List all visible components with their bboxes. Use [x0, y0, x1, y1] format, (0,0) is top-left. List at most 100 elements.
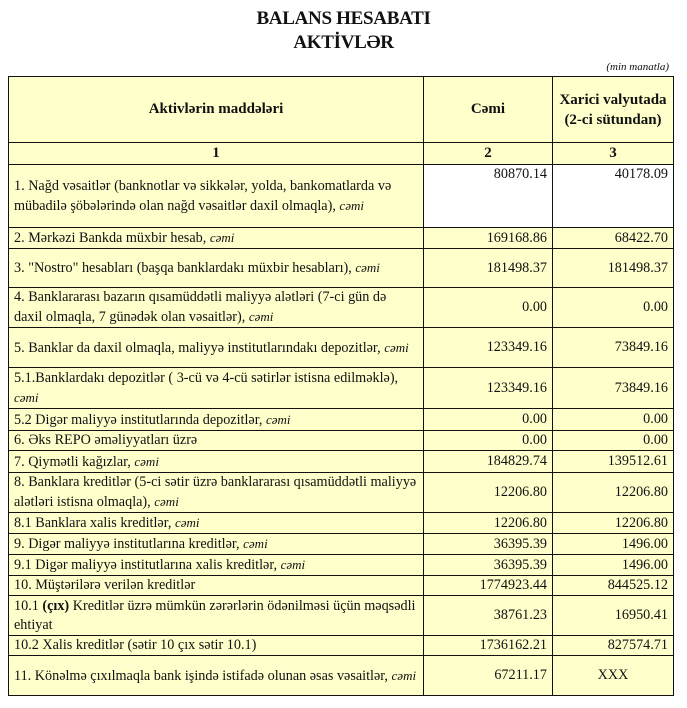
- item-text: 3. "Nostro" hesabları (başqa banklardakı…: [14, 260, 356, 276]
- foreign-value: 0.00: [552, 287, 674, 328]
- report-subtitle: AKTİVLƏR: [293, 32, 394, 53]
- item-text: 2. Mərkəzi Bankda müxbir hesab,: [14, 230, 210, 246]
- item-label: 5.1.Banklardakı depozitlər ( 3-cü və 4-c…: [8, 367, 424, 409]
- foreign-value: 73849.16: [552, 367, 674, 409]
- item-italic: cəmi: [154, 494, 179, 509]
- total-value: 36395.39: [423, 554, 553, 576]
- table-row: 3. "Nostro" hesabları (başqa banklardakı…: [8, 248, 674, 288]
- total-value: 38761.23: [423, 595, 553, 636]
- item-italic: cəmi: [209, 230, 235, 245]
- table-row: 10.1 (çıx) Kreditlər üzrə mümkün zərərlə…: [8, 595, 674, 636]
- item-label: 9. Digər maliyyə institutlarına kreditlə…: [8, 533, 424, 555]
- item-text: 5.2 Digər maliyyə institutlarında depozi…: [14, 411, 266, 428]
- total-value: 1736162.21: [423, 635, 553, 656]
- total-value: 80870.14: [423, 164, 553, 228]
- item-italic: cəmi: [14, 389, 39, 405]
- foreign-value: 827574.71: [552, 635, 674, 656]
- foreign-value: 68422.70: [552, 227, 674, 249]
- total-value: 36395.39: [423, 533, 553, 555]
- item-italic: cəmi: [248, 309, 274, 324]
- header-total: Cəmi: [423, 76, 553, 143]
- table-row: 5. Banklar da daxil olmaqla, maliyyə ins…: [8, 327, 674, 368]
- item-italic: cəmi: [265, 411, 291, 427]
- item-label: 7. Qiymətli kağızlar, cəmi: [8, 450, 424, 473]
- item-text: 1. Nağd vəsaitlər (banknotlar və sikkələ…: [14, 177, 392, 214]
- item-label: 4. Banklararası bazarın qısamüddətli mal…: [8, 287, 424, 328]
- item-text: 6. Əks REPO əməliyyatları üzrə: [14, 432, 198, 448]
- item-italic: cəmi: [280, 557, 306, 572]
- item-text: 5.1.Banklardakı depozitlər ( 3-cü və 4-c…: [14, 369, 399, 386]
- total-value: 0.00: [423, 408, 553, 431]
- table-row: 5.2 Digər maliyyə institutlarında depozi…: [8, 408, 674, 431]
- item-text: 9. Digər maliyyə institutlarına kreditlə…: [14, 536, 244, 552]
- col-number-3: 3: [552, 142, 674, 165]
- total-value: 12206.80: [423, 472, 553, 513]
- header-items: Aktivlərin maddələri: [8, 76, 424, 143]
- table-row: 1. Nağd vəsaitlər (banknotlar və sikkələ…: [8, 164, 674, 228]
- item-italic: cəmi: [391, 667, 417, 683]
- foreign-value: 16950.41: [552, 595, 674, 636]
- report-title: BALANS HESABATI: [256, 8, 431, 29]
- item-italic: cəmi: [243, 536, 268, 551]
- foreign-value: 0.00: [552, 430, 674, 451]
- item-label: 1. Nağd vəsaitlər (banknotlar və sikkələ…: [8, 164, 424, 228]
- foreign-value: 844525.12: [552, 575, 674, 596]
- foreign-value: 0.00: [552, 408, 674, 431]
- foreign-value: 1496.00: [552, 554, 674, 576]
- foreign-value: 12206.80: [552, 472, 674, 513]
- foreign-value: 12206.80: [552, 512, 674, 534]
- item-text: 5. Banklar da daxil olmaqla, maliyyə ins…: [14, 339, 385, 356]
- item-label: 5.2 Digər maliyyə institutlarında depozi…: [8, 408, 424, 431]
- table-row: 9. Digər maliyyə institutlarına kreditlə…: [8, 533, 674, 555]
- item-prefix: 10.1: [14, 597, 43, 614]
- item-text: 4. Banklararası bazarın qısamüddətli mal…: [14, 289, 387, 325]
- item-italic: cəmi: [339, 197, 364, 213]
- foreign-value: 181498.37: [552, 248, 674, 288]
- item-label: 6. Əks REPO əməliyyatları üzrə: [8, 430, 424, 451]
- item-text: Kreditlər üzrə mümkün zərərlərin ödənilm…: [14, 597, 416, 633]
- total-value: 184829.74: [423, 450, 553, 473]
- total-value: 169168.86: [423, 227, 553, 249]
- item-text: 10. Müştərilərə verilən kreditlər: [14, 577, 196, 593]
- item-label: 10. Müştərilərə verilən kreditlər: [8, 575, 424, 596]
- total-value: 0.00: [423, 287, 553, 328]
- table-row: 11. Könəlmə çıxılmaqla bank işində istif…: [8, 655, 674, 696]
- foreign-value: 1496.00: [552, 533, 674, 555]
- table-row: 2. Mərkəzi Bankda müxbir hesab, cəmi 1691…: [8, 227, 674, 249]
- foreign-value: 40178.09: [552, 164, 674, 228]
- item-text: 8. Banklara kreditlər (5-ci sətir üzrə b…: [14, 474, 417, 510]
- table-row: 6. Əks REPO əməliyyatları üzrə 0.00 0.00: [8, 430, 674, 451]
- item-label: 10.1 (çıx) Kreditlər üzrə mümkün zərərlə…: [8, 595, 424, 636]
- table-row: 7. Qiymətli kağızlar, cəmi 184829.74 13951…: [8, 450, 674, 473]
- table-row: 10. Müştərilərə verilən kreditlər 1774923…: [8, 575, 674, 596]
- foreign-value: XXX: [552, 655, 674, 696]
- item-label: 2. Mərkəzi Bankda müxbir hesab, cəmi: [8, 227, 424, 249]
- header-foreign: Xarici valyutada (2-ci sütundan): [552, 76, 674, 143]
- table-row: 10.2 Xalis kreditlər (sətir 10 çıx sətir…: [8, 635, 674, 656]
- table-row: 8. Banklara kreditlər (5-ci sətir üzrə b…: [8, 472, 674, 513]
- item-text: 11. Könəlmə çıxılmaqla bank işində istif…: [14, 667, 392, 684]
- total-value: 1774923.44: [423, 575, 553, 596]
- item-italic: cəmi: [134, 453, 159, 469]
- total-value: 67211.17: [423, 655, 553, 696]
- total-value: 123349.16: [423, 367, 553, 409]
- item-label: 10.2 Xalis kreditlər (sətir 10 çıx sətir…: [8, 635, 424, 656]
- item-text: 8.1 Banklara xalis kreditlər,: [14, 515, 175, 531]
- item-italic: cəmi: [384, 339, 409, 355]
- item-text: 9.1 Digər maliyyə institutlarına xalis k…: [14, 557, 281, 573]
- item-label: 5. Banklar da daxil olmaqla, maliyyə ins…: [8, 327, 424, 368]
- col-number-2: 2: [423, 142, 553, 165]
- item-text: 10.2 Xalis kreditlər (sətir 10 çıx sətir…: [14, 637, 257, 653]
- item-italic: cəmi: [355, 260, 380, 275]
- table-row: 9.1 Digər maliyyə institutlarına xalis k…: [8, 554, 674, 576]
- unit-note: (min manatla): [606, 61, 669, 73]
- item-label: 3. "Nostro" hesabları (başqa banklardakı…: [8, 248, 424, 288]
- col-number-1: 1: [8, 142, 424, 165]
- total-value: 123349.16: [423, 327, 553, 368]
- total-value: 181498.37: [423, 248, 553, 288]
- item-label: 9.1 Digər maliyyə institutlarına xalis k…: [8, 554, 424, 576]
- item-text: 7. Qiymətli kağızlar,: [14, 453, 135, 470]
- item-bold: (çıx): [42, 597, 70, 614]
- item-italic: cəmi: [174, 515, 200, 530]
- foreign-value: 139512.61: [552, 450, 674, 473]
